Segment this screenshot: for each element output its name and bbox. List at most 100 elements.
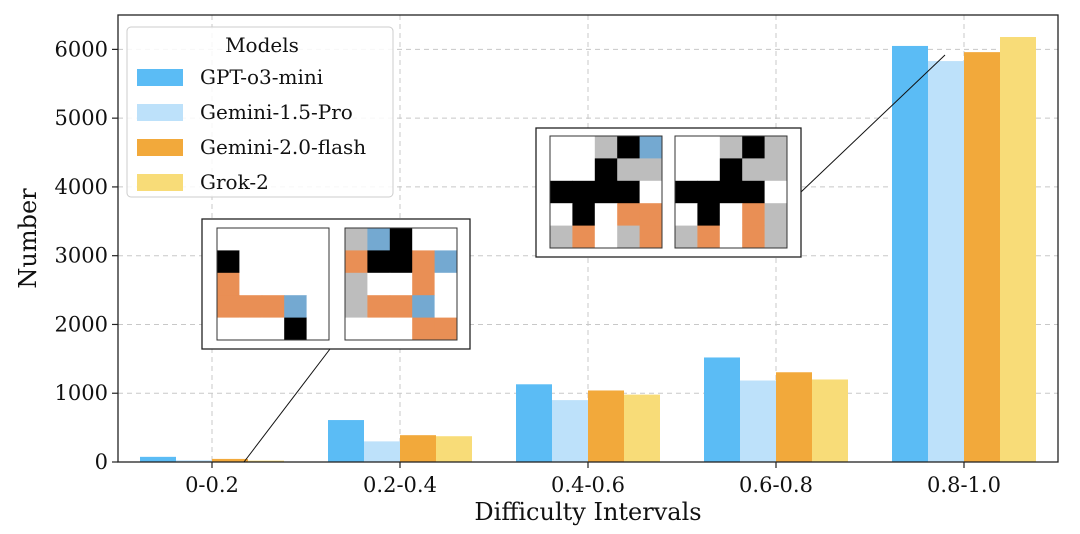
grid-cell: [412, 228, 435, 251]
grid-cell: [389, 250, 413, 274]
legend-label: Grok-2: [200, 170, 269, 194]
grid-cell: [261, 250, 285, 274]
grid-cell: [306, 228, 330, 251]
grid-cell: [719, 158, 743, 182]
grid-cell: [239, 272, 263, 296]
grid-cell: [639, 203, 663, 226]
x-tick-label: 0.6-0.8: [739, 473, 813, 497]
inset-grid: [549, 135, 663, 249]
grid-cell: [345, 228, 368, 251]
y-tick-label: 6000: [55, 37, 108, 61]
grid-cell: [639, 158, 663, 182]
inset-grid-border: [216, 227, 330, 341]
inset: [535, 54, 946, 258]
grid-cell: [306, 317, 330, 341]
bar: [812, 379, 848, 462]
bar: [1000, 37, 1036, 462]
bar: [364, 441, 400, 462]
grid-cell: [697, 136, 721, 159]
grid-cell: [217, 228, 240, 251]
grid-cell: [572, 136, 596, 159]
bar: [928, 61, 964, 463]
grid-cell: [594, 136, 618, 159]
y-tick-label: 2000: [55, 312, 108, 336]
legend-swatch: [137, 104, 183, 121]
grid-cell: [306, 250, 330, 274]
legend-label: Gemini-1.5-Pro: [200, 100, 353, 124]
grid-cell: [764, 203, 788, 226]
x-tick-label: 0.4-0.6: [551, 473, 625, 497]
grid-cell: [617, 158, 640, 182]
y-tick-label: 3000: [55, 244, 108, 268]
grid-cell: [306, 272, 330, 296]
grid-cell: [594, 203, 618, 226]
grid-cell: [719, 203, 743, 226]
legend: Models GPT-o3-mini Gemini-1.5-Pro Gemini-2…: [126, 26, 394, 198]
grid-cell: [764, 180, 788, 204]
grid-cell: [434, 272, 458, 296]
grid-cell: [550, 225, 573, 249]
grid-cell: [764, 136, 788, 159]
grid-cell: [617, 225, 640, 249]
grid-cell: [261, 272, 285, 296]
grid-cell: [217, 250, 240, 274]
y-tick-label: 5000: [55, 106, 108, 130]
grid-cell: [617, 136, 640, 159]
grid-cell: [389, 295, 413, 318]
bar: [248, 460, 284, 462]
grid-cell: [261, 317, 285, 341]
inset-grid: [344, 227, 458, 341]
bar: [964, 52, 1000, 463]
bar: [436, 436, 472, 462]
bar: [212, 458, 248, 462]
grid-cell: [675, 225, 698, 249]
grid-cell: [697, 180, 721, 204]
grid-cell: [239, 228, 263, 251]
bar: [176, 460, 212, 462]
grid-cell: [617, 203, 640, 226]
grid-cell: [239, 317, 263, 341]
grid-cell: [284, 250, 307, 274]
inset-grid: [674, 135, 788, 249]
inset-grid: [216, 227, 330, 341]
grid-cell: [434, 250, 458, 274]
grid-cell: [389, 228, 413, 251]
grid-cell: [284, 317, 307, 341]
grid-cell: [412, 272, 435, 296]
grid-cell: [675, 180, 698, 204]
grid-cell: [764, 158, 788, 182]
grid-cell: [217, 295, 240, 318]
bar: [624, 394, 660, 462]
bar: [588, 390, 624, 462]
legend-title: Models: [225, 33, 299, 57]
grid-cell: [345, 250, 368, 274]
grid-cell: [572, 225, 596, 249]
grid-cell: [572, 203, 596, 226]
legend-swatch: [137, 139, 183, 156]
x-tick-label: 0.8-1.0: [927, 473, 1001, 497]
grid-cell: [697, 203, 721, 226]
grid-cell: [675, 136, 698, 159]
grid-cell: [345, 272, 368, 296]
grid-cell: [261, 295, 285, 318]
grid-cell: [367, 317, 391, 341]
grid-cell: [639, 136, 663, 159]
grid-cell: [434, 295, 458, 318]
grid-cell: [434, 317, 458, 341]
grid-cell: [389, 317, 413, 341]
bar: [328, 420, 364, 462]
grid-cell: [639, 225, 663, 249]
grid-cell: [742, 225, 765, 249]
bar: [740, 380, 776, 462]
bar: [552, 400, 588, 462]
grid-cell: [594, 158, 618, 182]
grid-cell: [284, 228, 307, 251]
grid-cell: [550, 180, 573, 204]
grid-cell: [284, 272, 307, 296]
grid-cell: [697, 225, 721, 249]
grid-cell: [239, 250, 263, 274]
inset-grid-border: [344, 227, 458, 341]
bar: [140, 456, 176, 462]
inset-grid-border: [674, 135, 788, 249]
